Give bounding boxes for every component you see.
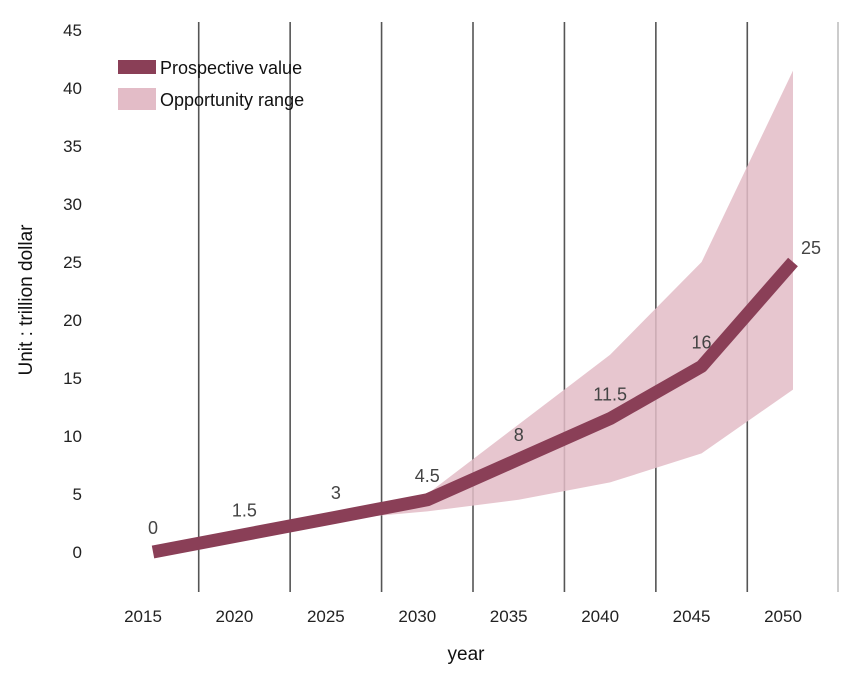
legend-swatch-opportunity-range [118, 88, 156, 110]
x-tick-2045: 2045 [673, 607, 711, 626]
grid-layer [197, 22, 839, 592]
y-tick-20: 20 [63, 311, 82, 330]
y-tick-35: 35 [63, 137, 82, 156]
area-layer [153, 70, 793, 552]
data-label-2045: 16 [692, 332, 712, 352]
data-label-2050: 25 [801, 238, 821, 258]
x-tick-2025: 2025 [307, 607, 345, 626]
label-layer: 0 1.5 3 4.5 8 11.5 16 25 [148, 238, 821, 538]
y-tick-15: 15 [63, 369, 82, 388]
y-tick-40: 40 [63, 79, 82, 98]
x-tick-2040: 2040 [581, 607, 619, 626]
x-tick-2050: 2050 [764, 607, 802, 626]
x-tick-2015: 2015 [124, 607, 162, 626]
x-axis-ticks: 2015 2020 2025 2030 2035 2040 2045 2050 [124, 607, 802, 626]
legend-swatch-prospective-value [118, 60, 156, 74]
legend: Prospective value Opportunity range [118, 58, 304, 110]
legend-label-prospective-value: Prospective value [160, 58, 302, 78]
y-tick-10: 10 [63, 427, 82, 446]
x-axis-label: year [448, 644, 486, 665]
y-tick-25: 25 [63, 253, 82, 272]
data-label-2030: 4.5 [415, 466, 440, 486]
data-label-2015: 0 [148, 518, 158, 538]
data-label-2025: 3 [331, 483, 341, 503]
data-label-2020: 1.5 [232, 501, 257, 521]
y-axis-ticks: 0 5 10 15 20 25 30 35 40 45 [63, 21, 82, 562]
legend-label-opportunity-range: Opportunity range [160, 90, 304, 110]
x-tick-2020: 2020 [216, 607, 254, 626]
y-axis-label: Unit : trillion dollar [16, 224, 37, 376]
area-opportunity-range [153, 70, 793, 552]
data-label-2035: 8 [514, 425, 524, 445]
x-tick-2035: 2035 [490, 607, 528, 626]
data-label-2040: 11.5 [593, 385, 627, 405]
y-tick-5: 5 [73, 485, 82, 504]
line-prospective-value [151, 257, 798, 559]
y-tick-0: 0 [73, 543, 82, 562]
x-tick-2030: 2030 [398, 607, 436, 626]
y-tick-30: 30 [63, 195, 82, 214]
line-layer [151, 257, 798, 559]
y-tick-45: 45 [63, 21, 82, 40]
